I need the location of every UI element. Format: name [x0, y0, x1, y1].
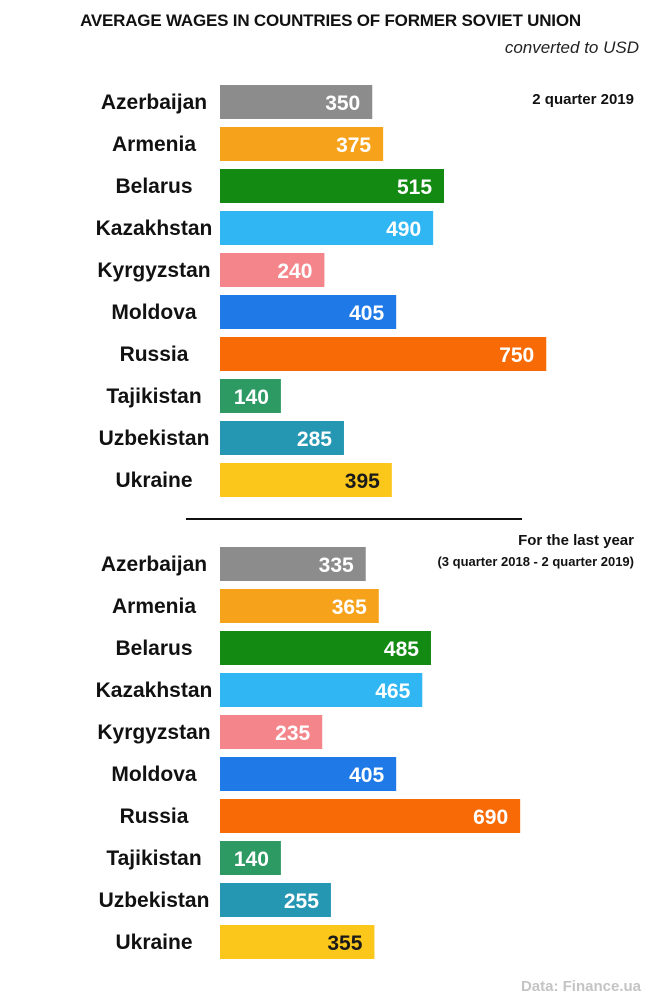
panel-1-label-russia: Russia [120, 343, 189, 366]
panel-1-label-kyrgyzstan: Kyrgyzstan [97, 259, 210, 282]
panel-1-title: 2 quarter 2019 [532, 91, 634, 108]
panel-1-value-kyrgyzstan: 240 [277, 260, 312, 283]
panel-2-value-uzbekistan: 255 [284, 890, 319, 913]
panel-1-value-russia: 750 [499, 344, 534, 367]
panel-1-value-belarus: 515 [397, 176, 432, 199]
panel-1-label-belarus: Belarus [115, 175, 192, 198]
panel-2-label-tajikistan: Tajikistan [106, 847, 201, 870]
panel-2-bar-moldova [220, 757, 397, 791]
panel-1-value-kazakhstan: 490 [386, 218, 421, 241]
panel-1-value-uzbekistan: 285 [297, 428, 332, 451]
panel-1-bar-moldova [220, 295, 397, 329]
panel-1-label-moldova: Moldova [111, 301, 196, 324]
panel-2-value-ukraine: 355 [327, 932, 362, 955]
panel-2-value-azerbaijan: 335 [319, 554, 354, 577]
panel-1-bar-ukraine [220, 463, 392, 497]
panel-1-label-ukraine: Ukraine [115, 469, 192, 492]
panel-2-value-tajikistan: 140 [234, 848, 269, 871]
panel-2-value-belarus: 485 [384, 638, 419, 661]
panel-1-bar-azerbaijan [220, 85, 373, 119]
panel-2-label-armenia: Armenia [112, 595, 196, 618]
panel-2-value-kazakhstan: 465 [375, 680, 410, 703]
chart-subtitle: converted to USD [504, 38, 639, 57]
panel-1-bar-belarus [220, 169, 445, 203]
panel-1-value-tajikistan: 140 [234, 386, 269, 409]
panel-2-title: For the last year [518, 532, 634, 549]
panel-1-bar-tajikistan [220, 379, 281, 413]
panel-1-value-armenia: 375 [336, 134, 371, 157]
panel-1-bar-kazakhstan [220, 211, 434, 245]
source-note: Data: Finance.ua [520, 978, 641, 995]
panel-2-label-belarus: Belarus [115, 637, 192, 660]
panel-1-value-azerbaijan: 350 [325, 92, 360, 115]
panel-q2-2019: 2 quarter 2019 Azerbaijan 350 Armenia 375 Bel… [96, 85, 634, 497]
panel-1-bar-uzbekistan [220, 421, 344, 455]
panel-1-value-moldova: 405 [349, 302, 384, 325]
panel-2-bar-ukraine [220, 925, 375, 959]
panel-2-bar-tajikistan [220, 841, 281, 875]
panel-2-value-russia: 690 [473, 806, 508, 829]
panel-2-bar-uzbekistan [220, 883, 331, 917]
panel-1-bar-kyrgyzstan [220, 253, 325, 287]
panel-2-value-armenia: 365 [332, 596, 367, 619]
panel-2-label-kyrgyzstan: Kyrgyzstan [97, 721, 210, 744]
panel-1-label-tajikistan: Tajikistan [106, 385, 201, 408]
panel-2-bar-kyrgyzstan [220, 715, 323, 749]
panel-2-value-kyrgyzstan: 235 [275, 722, 310, 745]
panel-2-label-uzbekistan: Uzbekistan [99, 889, 210, 912]
panel-2-bar-belarus [220, 631, 431, 665]
panel-1-bar-armenia [220, 127, 384, 161]
panel-2-label-russia: Russia [120, 805, 189, 828]
panel-1-label-azerbaijan: Azerbaijan [101, 91, 207, 114]
panel-2-subtitle: (3 quarter 2018 - 2 quarter 2019) [437, 554, 634, 569]
panel-1-label-kazakhstan: Kazakhstan [96, 217, 213, 240]
panel-2-bar-russia [220, 799, 521, 833]
panel-2-bar-armenia [220, 589, 379, 623]
panel-1-label-uzbekistan: Uzbekistan [99, 427, 210, 450]
panel-1-bar-russia [220, 337, 547, 371]
panel-2-bar-azerbaijan [220, 547, 366, 581]
panel-2-label-kazakhstan: Kazakhstan [96, 679, 213, 702]
chart-title: AVERAGE WAGES IN COUNTRIES OF FORMER SOV… [80, 11, 581, 30]
panel-2-bar-kazakhstan [220, 673, 423, 707]
panel-2-label-ukraine: Ukraine [115, 931, 192, 954]
panel-1-value-ukraine: 395 [345, 470, 380, 493]
panel-2-label-azerbaijan: Azerbaijan [101, 553, 207, 576]
panel-2-value-moldova: 405 [349, 764, 384, 787]
panel-1-label-armenia: Armenia [112, 133, 196, 156]
panel-last-year: For the last year (3 quarter 2018 - 2 qua… [96, 532, 634, 959]
panel-2-label-moldova: Moldova [111, 763, 196, 786]
